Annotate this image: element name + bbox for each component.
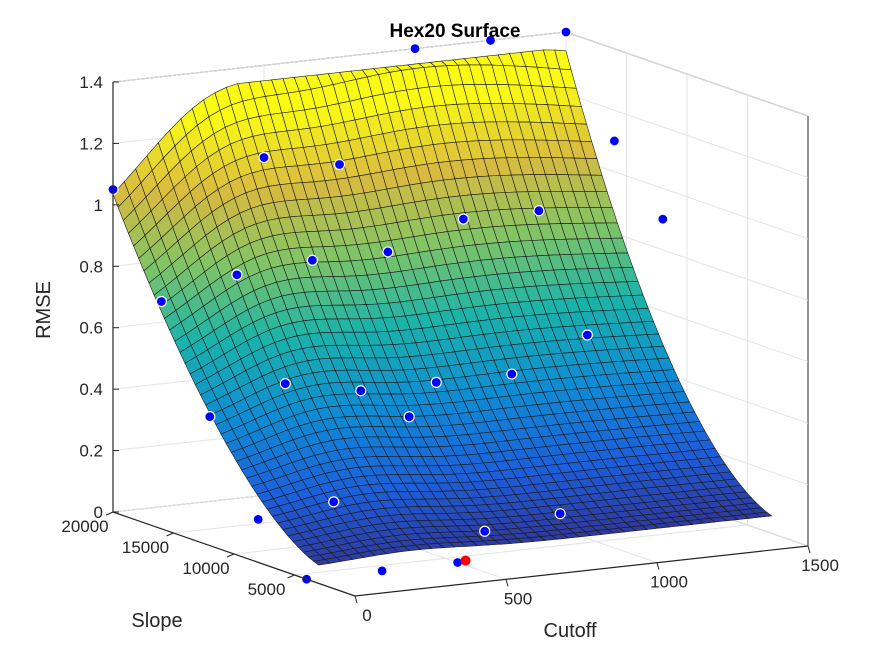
sample-point bbox=[409, 43, 421, 55]
surface-mesh bbox=[112, 49, 773, 566]
sample-point bbox=[484, 34, 497, 46]
y-tick-label: 5000 bbox=[248, 580, 286, 599]
x-tick-label: 0 bbox=[362, 606, 371, 625]
sample-point bbox=[306, 254, 318, 266]
x-tick-mark bbox=[354, 595, 358, 604]
minimum-marker bbox=[460, 555, 471, 566]
sample-point bbox=[581, 329, 593, 341]
grid-line bbox=[565, 31, 809, 117]
sample-point bbox=[252, 513, 264, 526]
grid-line bbox=[565, 92, 809, 178]
sample-point bbox=[355, 385, 367, 397]
y-tick-label: 10000 bbox=[182, 559, 229, 578]
x-tick-mark bbox=[505, 579, 509, 587]
sample-points bbox=[107, 26, 669, 585]
sample-point bbox=[457, 213, 469, 225]
x-tick-label: 500 bbox=[504, 589, 532, 608]
x-tick-label: 1000 bbox=[650, 573, 688, 592]
sample-point bbox=[333, 158, 346, 171]
z-tick-label: 0.6 bbox=[79, 319, 103, 338]
sample-point bbox=[430, 376, 442, 388]
y-tick-mark bbox=[287, 574, 295, 579]
sample-point bbox=[258, 151, 270, 164]
z-tick-label: 0.8 bbox=[79, 257, 103, 276]
grid-line bbox=[565, 154, 809, 240]
sample-point bbox=[533, 205, 545, 217]
sample-point bbox=[560, 26, 572, 38]
sample-point bbox=[608, 135, 621, 147]
y-tick-mark bbox=[226, 553, 235, 558]
sample-point bbox=[231, 269, 243, 281]
surface-facet bbox=[312, 559, 331, 566]
x-tick-mark bbox=[807, 545, 811, 554]
sample-point bbox=[479, 525, 491, 537]
sample-point bbox=[155, 295, 167, 308]
z-axis-label: RMSE bbox=[33, 281, 55, 339]
sample-point bbox=[403, 411, 415, 423]
x-axis-label: Cutoff bbox=[544, 620, 597, 642]
tick-labels: 050010001500500010000150002000000.20.40.… bbox=[61, 73, 839, 625]
chart-title: Hex20 Surface bbox=[390, 21, 521, 42]
sample-point bbox=[554, 508, 566, 520]
z-tick-label: 1 bbox=[94, 196, 103, 215]
x-tick-label: 1500 bbox=[801, 556, 839, 575]
axis-line-x bbox=[354, 545, 809, 597]
z-tick-label: 1.2 bbox=[79, 134, 103, 153]
sample-point bbox=[376, 565, 388, 577]
sample-point bbox=[506, 368, 518, 380]
sample-point bbox=[204, 411, 216, 423]
x-tick-mark bbox=[656, 562, 660, 570]
z-tick-label: 0.4 bbox=[79, 380, 103, 399]
z-tick-label: 0 bbox=[94, 503, 103, 522]
sample-point bbox=[382, 246, 394, 258]
sample-point bbox=[657, 213, 669, 225]
grid-line bbox=[294, 524, 748, 576]
sample-point bbox=[279, 378, 291, 390]
y-tick-mark bbox=[105, 511, 114, 516]
y-tick-label: 20000 bbox=[61, 517, 108, 536]
y-tick-mark bbox=[166, 532, 174, 537]
z-tick-label: 0.2 bbox=[79, 442, 103, 461]
y-tick-label: 15000 bbox=[122, 538, 169, 557]
sample-point bbox=[328, 496, 340, 508]
y-axis-label: Slope bbox=[131, 610, 182, 632]
z-tick-label: 1.4 bbox=[79, 73, 103, 92]
